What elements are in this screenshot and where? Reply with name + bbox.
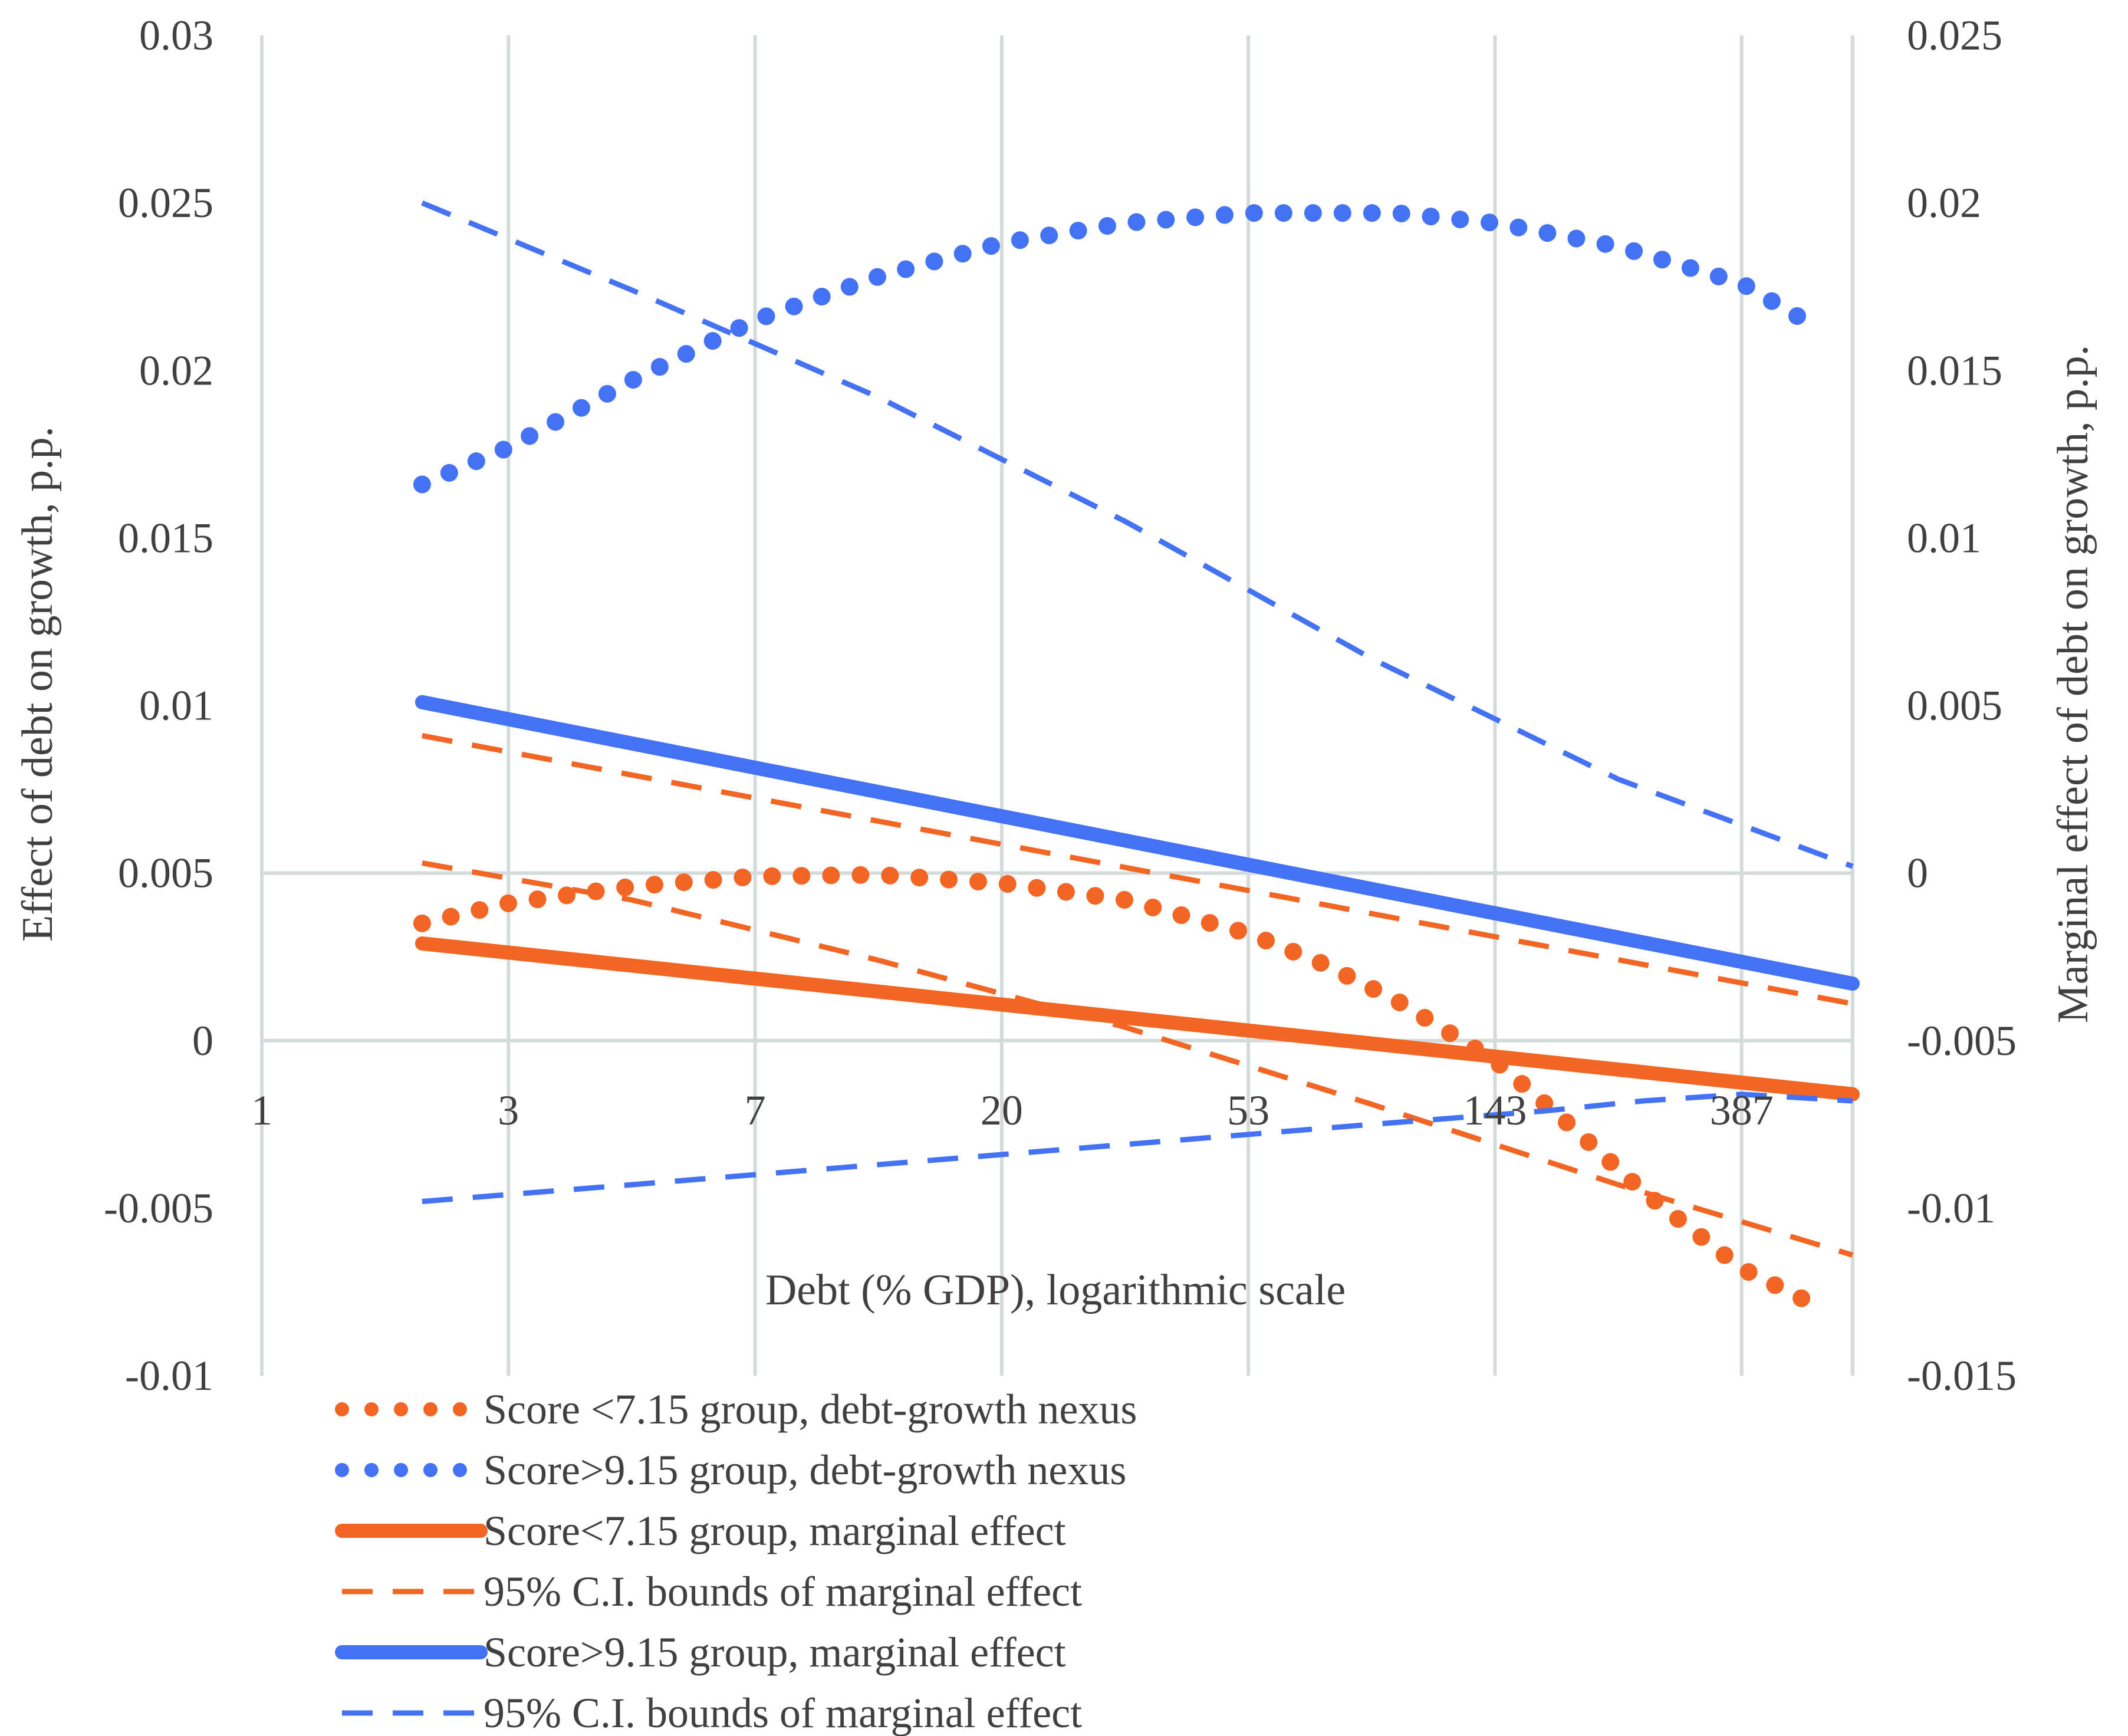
y-right-tick-label: -0.01	[1907, 1185, 1995, 1232]
y-left-tick-label: -0.005	[104, 1185, 213, 1232]
y-left-tick-label: 0.005	[118, 850, 213, 897]
y-left-tick-label: 0.025	[118, 179, 213, 226]
x-tick-label-1: 1	[251, 1087, 272, 1134]
gridlines	[506, 35, 1744, 1376]
y-right-tick-label: 0.025	[1907, 12, 2002, 59]
y-left-tick-label: 0.015	[118, 514, 213, 561]
y-right-tick-label: 0.015	[1907, 347, 2002, 394]
axes	[260, 35, 1854, 1376]
y-right-tick-label: 0	[1907, 850, 1928, 897]
legend-label-0: Score <7.15 group, debt-growth nexus	[484, 1386, 1137, 1433]
y-right-tick-label: 0.005	[1907, 682, 2002, 729]
series-line-7	[422, 1091, 1853, 1204]
legend-label-3: 95% C.I. bounds of marginal effect	[484, 1568, 1082, 1615]
y-left-tick-label: 0.01	[139, 682, 213, 729]
x-tick-label-20: 20	[981, 1087, 1023, 1134]
series-line-1	[413, 204, 1825, 494]
y-right-tick-label: -0.015	[1907, 1352, 2017, 1399]
y-right-tick-label: -0.005	[1907, 1017, 2017, 1064]
x-tick-label-3: 3	[498, 1087, 519, 1134]
x-tick-label-53: 53	[1227, 1087, 1269, 1134]
tick-labels: 1 3 7 20 53 143 387 -0.01 -0.005 0 0.005 0.01 0.015 0…	[104, 12, 2017, 1399]
y-left-tick-label: 0.03	[139, 12, 213, 59]
series-line-2	[415, 936, 1860, 1102]
y-right-tick-label: 0.01	[1907, 514, 1981, 561]
y-left-tick-label: 0.02	[139, 347, 213, 394]
legend-label-2: Score<7.15 group, marginal effect	[484, 1507, 1066, 1554]
legend-label-1: Score>9.15 group, debt-growth nexus	[484, 1446, 1126, 1494]
series-line-3	[422, 733, 1853, 1007]
series-line-6	[421, 200, 1854, 869]
y-right-tick-label: 0.02	[1907, 179, 1981, 226]
x-tick-label-143: 143	[1463, 1087, 1527, 1134]
legend-label-5: Score>9.15 group, marginal effect	[484, 1629, 1066, 1676]
y-left-tick-label: 0	[192, 1017, 213, 1064]
x-tick-label-387: 387	[1710, 1087, 1774, 1134]
y-axis-left-title: Effect of debt on growth, p.p.	[14, 426, 62, 942]
legend: Score <7.15 group, debt-growth nexus Scor…	[335, 1386, 1137, 1736]
x-axis-title: Debt (% GDP), logarithmic scale	[765, 1266, 1346, 1314]
y-left-tick-label: -0.01	[125, 1352, 213, 1399]
x-tick-label-7: 7	[745, 1087, 766, 1134]
legend-label-6: 95% C.I. bounds of marginal effect	[484, 1689, 1082, 1736]
series-line-5	[415, 695, 1860, 991]
y-axis-right-title: Marginal effect of debt on growth, p.p.	[2049, 345, 2097, 1023]
plot-area	[413, 200, 1860, 1314]
series-line-4	[422, 860, 1854, 1258]
